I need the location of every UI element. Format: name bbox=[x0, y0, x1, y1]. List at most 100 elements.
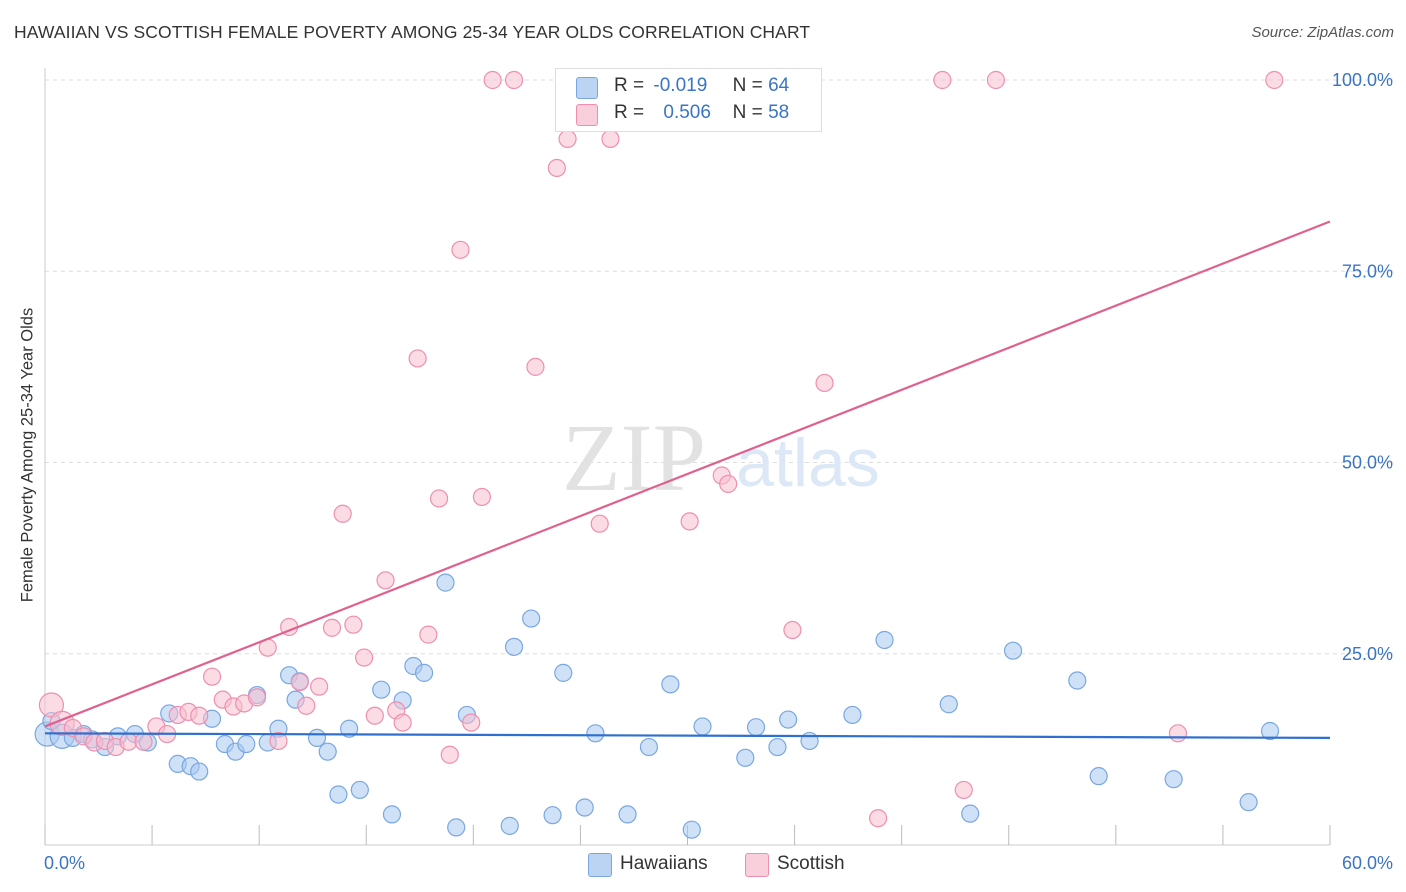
point-scottish bbox=[333, 504, 352, 523]
point-hawaiians bbox=[329, 785, 348, 804]
y-tick-label: 100.0% bbox=[1332, 70, 1393, 90]
point-scottish bbox=[1168, 724, 1188, 743]
point-hawaiians bbox=[237, 734, 256, 754]
point-hawaiians bbox=[961, 804, 980, 823]
point-scottish bbox=[419, 625, 438, 644]
trend-lines bbox=[44, 220, 1331, 740]
point-scottish bbox=[1265, 70, 1284, 90]
point-hawaiians bbox=[340, 719, 359, 738]
watermark-zip: ZIP bbox=[562, 404, 706, 511]
legend-n-label: N = bbox=[732, 102, 763, 123]
trend-line-hawaiians bbox=[44, 732, 1331, 740]
point-hawaiians bbox=[736, 748, 755, 767]
point-hawaiians bbox=[693, 717, 712, 736]
tick-labels: 25.0% 50.0% 75.0% 100.0% 0.0% 60.0% bbox=[44, 70, 1393, 873]
point-hawaiians bbox=[500, 816, 519, 835]
point-scottish bbox=[247, 688, 267, 707]
point-scottish bbox=[408, 349, 427, 368]
point-scottish bbox=[933, 70, 952, 90]
point-hawaiians bbox=[779, 710, 798, 729]
point-hawaiians bbox=[682, 820, 701, 839]
point-hawaiians bbox=[843, 705, 862, 725]
point-hawaiians bbox=[543, 806, 562, 825]
point-scottish bbox=[297, 696, 316, 715]
point-scottish bbox=[376, 571, 395, 590]
point-hawaiians bbox=[504, 637, 524, 656]
point-scottish bbox=[472, 487, 491, 507]
x-tick-label-max: 60.0% bbox=[1342, 853, 1393, 873]
point-hawaiians bbox=[1260, 721, 1280, 741]
bottom-legend-swatch-hawaiians bbox=[588, 853, 612, 877]
point-scottish bbox=[355, 648, 374, 667]
point-hawaiians bbox=[414, 663, 434, 682]
point-scottish bbox=[483, 70, 502, 90]
x-tick-label-min: 0.0% bbox=[44, 853, 85, 873]
legend-r-label: R = bbox=[614, 75, 645, 96]
point-hawaiians bbox=[447, 818, 466, 837]
watermark-atlas: atlas bbox=[736, 425, 880, 501]
point-hawaiians bbox=[939, 695, 958, 714]
point-scottish bbox=[393, 713, 412, 732]
point-hawaiians bbox=[382, 805, 402, 824]
point-scottish bbox=[719, 474, 738, 494]
point-scottish bbox=[451, 240, 470, 259]
point-hawaiians bbox=[307, 728, 327, 748]
gridlines bbox=[45, 79, 1395, 655]
point-hawaiians bbox=[618, 805, 637, 824]
point-scottish bbox=[869, 809, 888, 828]
point-hawaiians bbox=[586, 724, 605, 743]
point-scottish bbox=[440, 745, 459, 764]
legend-swatch-scottish bbox=[576, 104, 598, 126]
bottom-legend-label-scottish: Scottish bbox=[777, 853, 845, 874]
point-scottish bbox=[783, 620, 802, 640]
point-hawaiians bbox=[1003, 641, 1023, 660]
y-tick-label: 75.0% bbox=[1342, 261, 1393, 281]
legend-swatch-hawaiians bbox=[576, 77, 598, 99]
point-scottish bbox=[590, 514, 609, 533]
point-scottish bbox=[526, 357, 545, 376]
bottom-legend-label-hawaiians: Hawaiians bbox=[620, 853, 708, 874]
legend-r-value-scottish: 0.506 bbox=[663, 102, 711, 123]
point-scottish bbox=[547, 158, 566, 178]
point-scottish bbox=[954, 780, 973, 800]
point-hawaiians bbox=[639, 737, 659, 757]
data-points bbox=[34, 70, 1284, 839]
point-scottish bbox=[269, 731, 288, 751]
legend-r-label: R = bbox=[614, 102, 645, 123]
point-hawaiians bbox=[768, 737, 787, 757]
point-scottish bbox=[344, 615, 363, 634]
point-hawaiians bbox=[1068, 671, 1087, 690]
point-hawaiians bbox=[1239, 793, 1258, 812]
legend-n-label: N = bbox=[732, 75, 763, 96]
point-scottish bbox=[986, 70, 1006, 90]
point-scottish bbox=[190, 706, 209, 725]
point-scottish bbox=[365, 706, 384, 725]
y-tick-label: 50.0% bbox=[1342, 453, 1393, 473]
point-scottish bbox=[134, 732, 153, 751]
point-hawaiians bbox=[575, 798, 594, 817]
point-hawaiians bbox=[522, 609, 541, 628]
point-scottish bbox=[601, 129, 620, 149]
point-hawaiians bbox=[875, 630, 894, 650]
point-hawaiians bbox=[372, 680, 391, 699]
legend-n-value-hawaiians: 64 bbox=[768, 75, 790, 96]
point-hawaiians bbox=[661, 675, 680, 694]
point-scottish bbox=[429, 489, 449, 508]
trend-line-scottish bbox=[44, 220, 1331, 728]
point-hawaiians bbox=[350, 780, 369, 800]
point-hawaiians bbox=[190, 762, 209, 781]
source-label: Source: ZipAtlas.com bbox=[1251, 24, 1394, 41]
watermark: ZIP atlas bbox=[562, 404, 880, 511]
legend-r-value-hawaiians: -0.019 bbox=[653, 75, 708, 96]
bottom-legend-swatch-scottish bbox=[745, 853, 769, 877]
point-hawaiians bbox=[436, 573, 455, 592]
point-hawaiians bbox=[318, 742, 337, 761]
point-scottish bbox=[290, 672, 309, 692]
legend-n-value-scottish: 58 bbox=[768, 102, 790, 123]
point-scottish bbox=[462, 713, 481, 732]
point-scottish bbox=[815, 373, 834, 393]
point-scottish bbox=[202, 667, 222, 686]
point-scottish bbox=[310, 677, 329, 696]
point-scottish bbox=[558, 129, 577, 149]
